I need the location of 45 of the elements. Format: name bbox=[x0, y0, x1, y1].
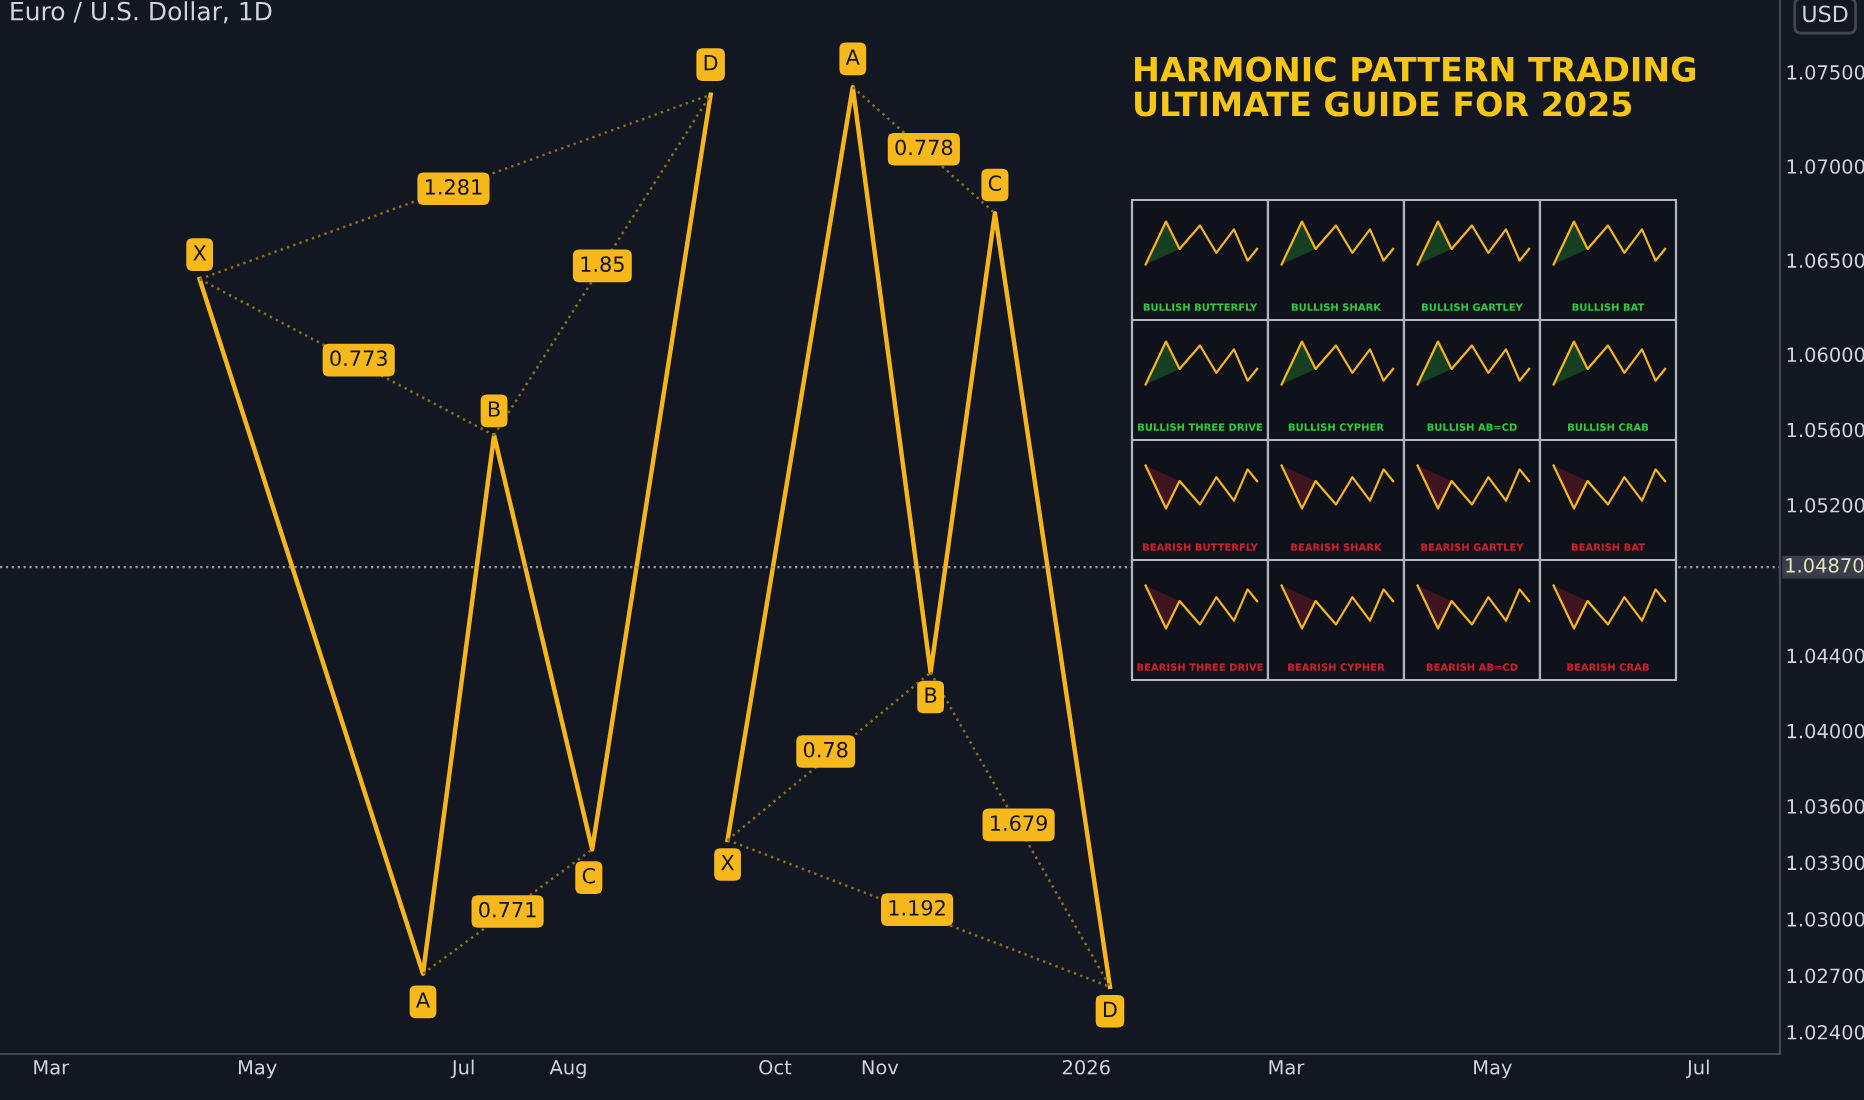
y-tick-label: 1.03300 bbox=[1787, 855, 1864, 871]
y-tick-label: 1.07000 bbox=[1787, 159, 1864, 174]
y-tick-label: 1.02700 bbox=[1787, 968, 1864, 984]
x-tick-label: Mar bbox=[34, 1060, 70, 1075]
annotation: C bbox=[988, 175, 1002, 192]
annotation: 0.78 bbox=[803, 741, 848, 758]
y-tick-label: 1.03600 bbox=[1787, 799, 1864, 814]
x-tick-label: Oct bbox=[759, 1059, 792, 1075]
annotation: D bbox=[704, 55, 718, 71]
x-tick-label: Aug bbox=[549, 1060, 586, 1079]
annotation: HARMONIC PATTERN TRADING ULTIMATE GUIDE FOR 2025 bbox=[1135, 56, 1696, 117]
annotation: D bbox=[1103, 1001, 1117, 1018]
annotation: 0.773 bbox=[330, 350, 387, 367]
annotation: A bbox=[845, 49, 860, 65]
y-tick-label: 1.03000 bbox=[1787, 912, 1864, 927]
annotation: 1.281 bbox=[425, 179, 482, 195]
annotation: 1.679 bbox=[991, 815, 1047, 831]
x-tick-label: Mar bbox=[1269, 1060, 1305, 1075]
ref-line-label: 1.04870 bbox=[1786, 558, 1864, 573]
y-tick-label: 1.07500 bbox=[1787, 65, 1864, 80]
y-tick-label: 1.06500 bbox=[1787, 253, 1864, 268]
y-axis-title: USD bbox=[1803, 5, 1848, 23]
annotation: 1.192 bbox=[889, 899, 945, 916]
y-tick-label: 1.04000 bbox=[1787, 723, 1864, 739]
annotation: A bbox=[416, 992, 430, 1008]
y-tick-label: 1.04400 bbox=[1787, 648, 1864, 664]
annotation: 0.778 bbox=[895, 139, 953, 156]
y-tick-label: 1.02400 bbox=[1787, 1024, 1864, 1040]
y-tick-label: 1.05600 bbox=[1787, 422, 1864, 438]
x-tick-label: Jul bbox=[450, 1059, 474, 1079]
y-tick-label: 1.05200 bbox=[1787, 497, 1864, 513]
x-tick-label: 2026 bbox=[1062, 1059, 1110, 1075]
x-tick-label: Jul bbox=[1686, 1059, 1709, 1079]
y-tick-label: 1.06000 bbox=[1787, 347, 1864, 363]
annotation: 0.771 bbox=[479, 901, 536, 918]
x-tick-label: May bbox=[238, 1060, 277, 1079]
chart-title: Euro / U.S. Dollar, 1D bbox=[11, 1, 272, 24]
annotation: B bbox=[925, 687, 937, 703]
annotation: B bbox=[488, 401, 500, 417]
annotation: C bbox=[582, 867, 595, 884]
annotation: X bbox=[193, 245, 207, 261]
x-tick-label: May bbox=[1474, 1060, 1512, 1079]
annotation: 1.85 bbox=[581, 256, 624, 272]
annotation: X bbox=[721, 855, 735, 871]
x-tick-label: Nov bbox=[862, 1060, 899, 1075]
